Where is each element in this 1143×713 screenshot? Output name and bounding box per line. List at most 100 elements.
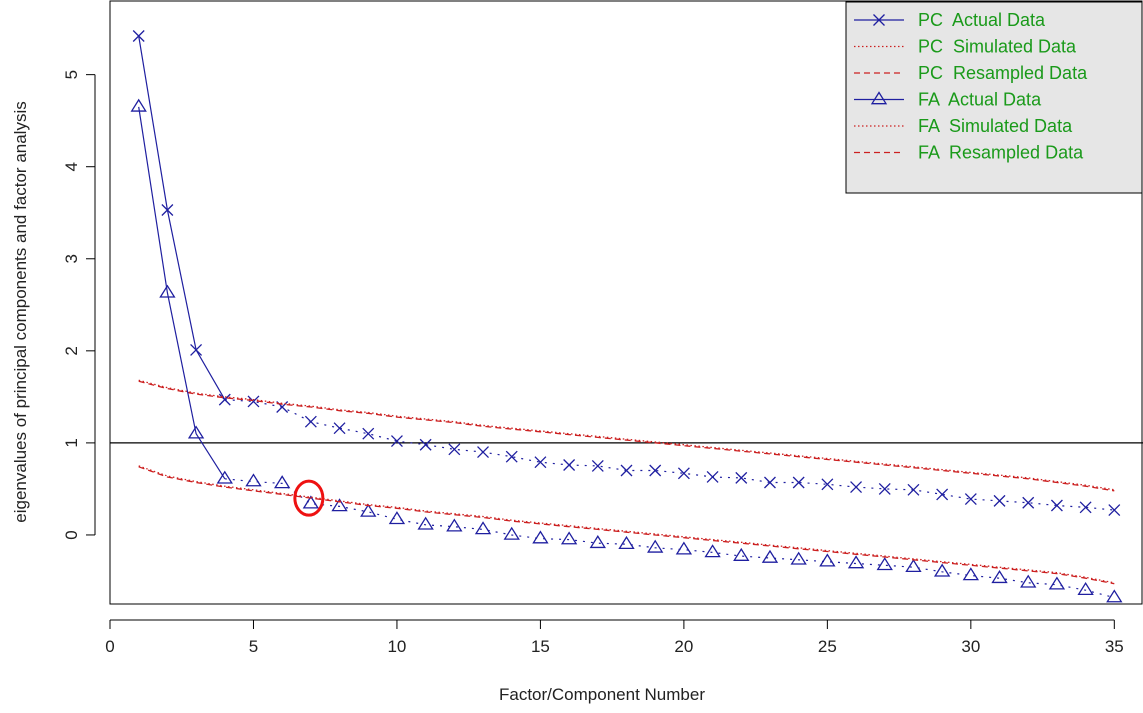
- data-point-triangle: [847, 555, 865, 569]
- data-point-x: [304, 415, 317, 428]
- y-axis-title: eigenvalues of principal components and …: [11, 101, 30, 522]
- data-point-x: [591, 459, 604, 472]
- data-point-x: [1050, 499, 1063, 512]
- data-point-x: [964, 493, 977, 506]
- y-tick-label: 5: [62, 70, 81, 79]
- data-point-x: [907, 483, 920, 496]
- series-line: [138, 379, 1115, 491]
- data-point-triangle: [532, 530, 549, 544]
- data-point-x: [161, 204, 174, 216]
- data-point-x: [1079, 501, 1092, 514]
- data-point-triangle: [933, 563, 951, 577]
- data-point-triangle: [962, 567, 980, 581]
- data-point-x: [1108, 504, 1121, 517]
- data-point-triangle: [245, 473, 262, 487]
- data-point-triangle: [560, 531, 578, 545]
- data-point-triangle: [331, 498, 348, 512]
- data-point-triangle: [360, 503, 377, 517]
- legend-swatch-triangle: [870, 91, 888, 105]
- data-point-triangle: [302, 495, 320, 509]
- data-point-x: [649, 464, 662, 477]
- data-point-triangle: [1048, 576, 1066, 590]
- data-point-x: [764, 476, 776, 489]
- data-point-x: [821, 478, 834, 491]
- x-tick-label: 20: [674, 637, 693, 656]
- series-line-dotted: [224, 399, 1115, 511]
- series-line-dotted: [224, 478, 1115, 599]
- data-point-triangle: [474, 521, 492, 535]
- data-point-x: [1022, 496, 1035, 509]
- y-tick-label: 4: [62, 162, 81, 171]
- data-point-x: [993, 494, 1006, 507]
- x-tick-label: 25: [818, 637, 837, 656]
- legend-label: FA Simulated Data: [918, 116, 1073, 136]
- data-point-x: [534, 456, 547, 469]
- y-tick-label: 0: [62, 530, 81, 539]
- data-point-triangle: [417, 516, 434, 530]
- data-point-x: [735, 471, 748, 484]
- data-point-x: [190, 343, 203, 356]
- data-point-triangle: [991, 569, 1008, 584]
- data-point-x: [218, 393, 231, 406]
- data-point-x: [247, 395, 260, 408]
- series-line: [138, 465, 1115, 584]
- plot-area: [110, 30, 1143, 603]
- legend-label: PC Resampled Data: [918, 63, 1088, 83]
- data-point-x: [477, 446, 489, 459]
- data-point-triangle: [647, 539, 664, 553]
- x-tick-label: 35: [1105, 637, 1124, 656]
- data-point-triangle: [704, 544, 721, 558]
- y-tick-label: 3: [62, 254, 81, 263]
- data-point-x: [850, 481, 863, 494]
- series-1: [138, 379, 1115, 491]
- data-point-triangle: [388, 511, 406, 525]
- data-point-triangle: [1106, 589, 1123, 603]
- data-point-x: [620, 464, 633, 477]
- data-point-x: [132, 30, 145, 42]
- data-point-triangle: [446, 518, 463, 532]
- data-point-x: [419, 438, 432, 451]
- series-line-solid: [138, 106, 226, 480]
- data-point-triangle: [130, 98, 147, 112]
- data-point-x: [706, 470, 719, 483]
- x-tick-label: 5: [249, 637, 258, 656]
- data-point-x: [448, 443, 461, 456]
- data-point-triangle: [819, 553, 836, 567]
- series-line: [138, 466, 1115, 585]
- y-tick-label: 1: [62, 438, 81, 447]
- data-point-x: [505, 450, 518, 463]
- data-point-triangle: [876, 557, 893, 571]
- data-point-x: [677, 467, 690, 480]
- legend-label: PC Actual Data: [918, 10, 1046, 30]
- data-point-triangle: [905, 558, 922, 573]
- x-tick-label: 10: [387, 637, 406, 656]
- data-point-triangle: [733, 547, 750, 561]
- data-point-triangle: [1020, 574, 1037, 588]
- data-point-triangle: [675, 541, 693, 555]
- series-4: [138, 465, 1115, 584]
- series-5: [138, 466, 1115, 585]
- plot-frame: [109, 0, 1143, 605]
- data-point-triangle: [1077, 581, 1094, 596]
- data-point-x: [333, 422, 346, 435]
- data-point-x: [936, 488, 949, 501]
- legend-box: [845, 1, 1143, 194]
- x-axis-title: Factor/Component Number: [499, 685, 705, 704]
- legend-swatch-x: [873, 14, 885, 26]
- data-point-triangle: [187, 425, 205, 439]
- data-point-x: [390, 435, 403, 448]
- data-point-triangle: [589, 535, 606, 549]
- legend-label: FA Resampled Data: [918, 143, 1084, 163]
- series-3: [130, 98, 1123, 603]
- data-point-x: [792, 476, 805, 489]
- data-point-triangle: [273, 475, 291, 489]
- x-tick-label: 0: [105, 637, 114, 656]
- data-point-x: [563, 459, 576, 471]
- y-tick-label: 2: [62, 346, 81, 355]
- axes: 0 5 10 15 20 25 30 35 0 1 2 3 4 5: [62, 0, 1143, 656]
- data-point-triangle: [159, 284, 176, 298]
- x-tick-label: 30: [961, 637, 980, 656]
- series-2: [138, 380, 1115, 492]
- series-line-solid: [138, 35, 226, 400]
